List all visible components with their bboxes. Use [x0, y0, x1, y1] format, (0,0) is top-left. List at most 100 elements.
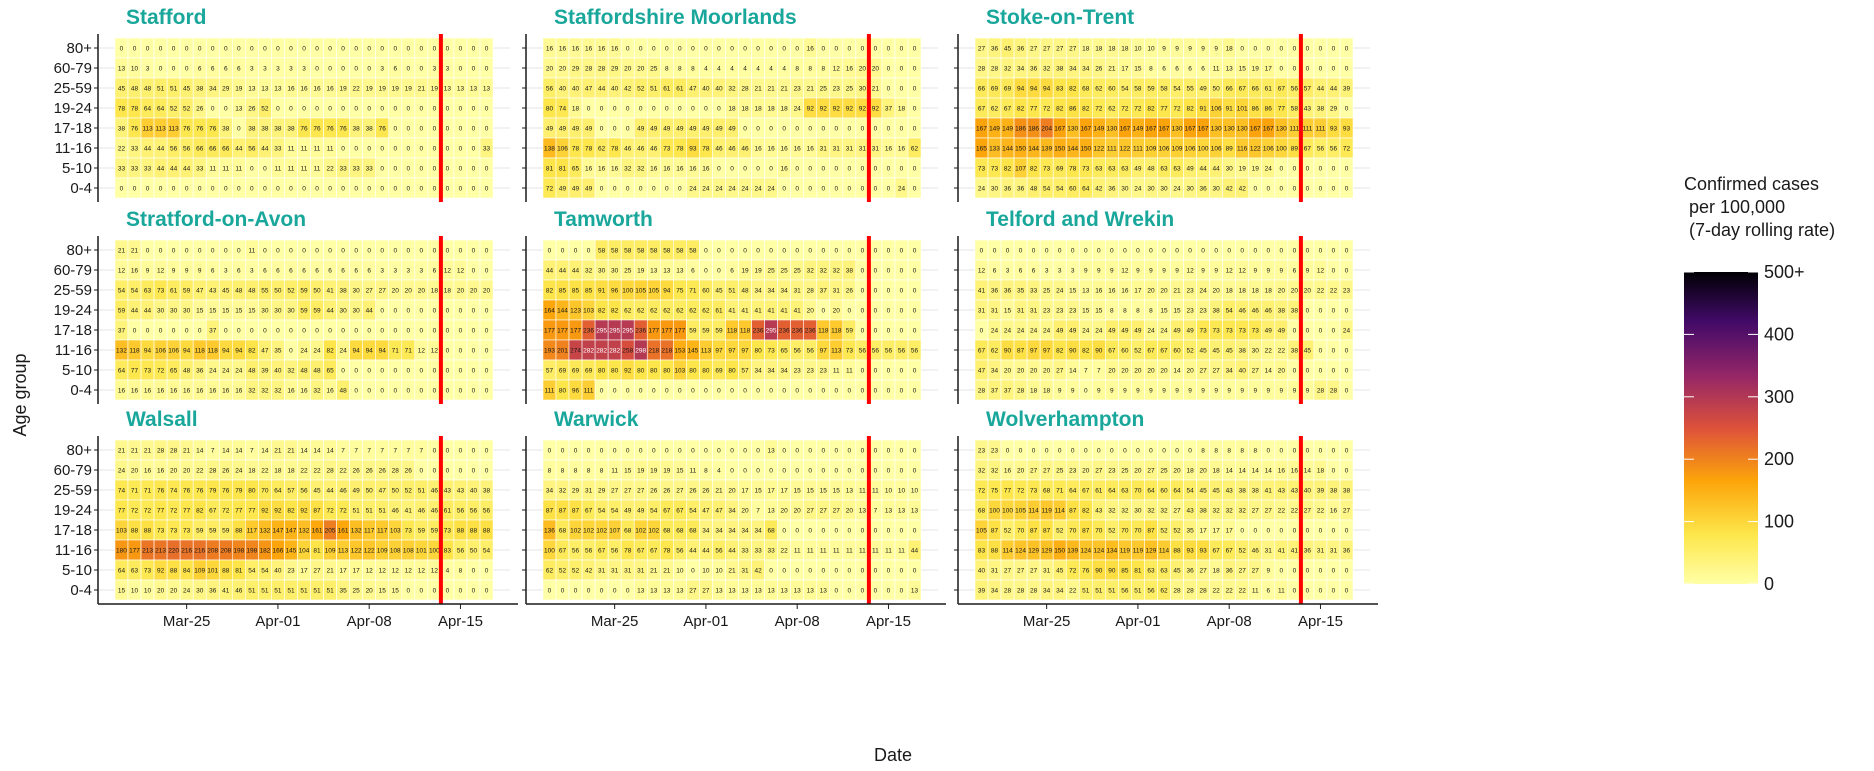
- cell-label: 8: [574, 467, 578, 474]
- cell-label: 46: [431, 487, 439, 494]
- cell-label: 0: [769, 247, 773, 254]
- cell-label: 9: [1110, 267, 1114, 274]
- cell-label: 80: [754, 347, 762, 354]
- cell-label: 82: [611, 307, 619, 314]
- cell-label: 21: [287, 447, 295, 454]
- cell-label: 66: [1252, 85, 1260, 92]
- y-tick-label: 80+: [67, 40, 93, 57]
- cell-label: 0: [900, 247, 904, 254]
- cell-label: 0: [485, 367, 489, 374]
- cell-label: 34: [1082, 65, 1090, 72]
- cell-label: 88: [470, 527, 478, 534]
- cell-label: 69: [572, 367, 580, 374]
- cell-label: 0: [1227, 247, 1231, 254]
- cell-label: 0: [574, 587, 578, 594]
- cell-label: 27: [1043, 45, 1051, 52]
- cell-label: 80: [689, 367, 697, 374]
- cell-label: 78: [585, 145, 593, 152]
- cell-label: 205: [325, 527, 336, 534]
- cell-label: 0: [848, 387, 852, 394]
- cell-label: 30: [859, 85, 867, 92]
- cell-label: 67: [637, 547, 645, 554]
- cell-label: 15: [754, 487, 762, 494]
- cell-label: 24: [898, 185, 906, 192]
- cell-label: 27: [637, 487, 645, 494]
- cell-label: 77: [183, 507, 191, 514]
- cell-label: 45: [1056, 567, 1064, 574]
- cell-label: 0: [913, 307, 917, 314]
- cell-label: 0: [626, 185, 630, 192]
- cell-label: 32: [1121, 507, 1129, 514]
- cell-label: 20: [1147, 367, 1155, 374]
- cell-label: 0: [224, 327, 228, 334]
- cell-label: 0: [756, 45, 760, 52]
- cell-label: 25: [794, 267, 802, 274]
- cell-label: 78: [702, 145, 710, 152]
- cell-label: 23: [1343, 287, 1351, 294]
- cell-label: 87: [559, 507, 567, 514]
- cell-label: 65: [572, 165, 580, 172]
- cell-label: 59: [1147, 85, 1155, 92]
- cell-label: 19: [366, 85, 374, 92]
- cell-label: 0: [913, 247, 917, 254]
- cell-label: 77: [157, 507, 165, 514]
- cell-label: 18: [1030, 387, 1038, 394]
- cell-label: 22: [261, 467, 269, 474]
- cell-label: 56: [483, 507, 491, 514]
- cell-label: 13: [470, 85, 478, 92]
- cell-label: 0: [808, 467, 812, 474]
- cell-label: 75: [991, 487, 999, 494]
- cell-label: 7: [406, 447, 410, 454]
- marker-line: [866, 436, 871, 604]
- cell-label: 0: [1293, 45, 1297, 52]
- cell-label: 0: [1032, 447, 1036, 454]
- cell-label: 59: [702, 327, 710, 334]
- cell-label: 0: [834, 247, 838, 254]
- cell-label: 72: [1343, 145, 1351, 152]
- cell-label: 10: [144, 587, 152, 594]
- cell-label: 0: [1084, 447, 1088, 454]
- cell-label: 23: [978, 447, 986, 454]
- cell-label: 150: [1054, 145, 1065, 152]
- cell-label: 38: [1317, 105, 1325, 112]
- cell-label: 167: [1054, 125, 1065, 132]
- cell-label: 63: [131, 567, 139, 574]
- cell-label: 11: [327, 145, 334, 152]
- cell-label: 0: [1097, 447, 1101, 454]
- cell-label: 30: [339, 307, 347, 314]
- cell-label: 0: [406, 105, 410, 112]
- cell-label: 93: [1186, 547, 1194, 554]
- cell-label: 9: [1136, 267, 1140, 274]
- cell-label: 101: [1237, 105, 1248, 112]
- cell-label: 0: [900, 327, 904, 334]
- cell-label: 26: [702, 487, 710, 494]
- cell-label: 16: [144, 387, 152, 394]
- cell-label: 7: [341, 447, 345, 454]
- cell-label: 0: [1306, 587, 1310, 594]
- cell-label: 0: [1345, 587, 1349, 594]
- cell-label: 27: [1095, 467, 1103, 474]
- cell-label: 130: [1224, 125, 1235, 132]
- cell-label: 0: [1280, 65, 1284, 72]
- cell-label: 24: [118, 467, 126, 474]
- cell-label: 6: [198, 65, 202, 72]
- cell-label: 9: [1227, 387, 1231, 394]
- cell-label: 43: [1304, 105, 1312, 112]
- cell-label: 0: [913, 567, 917, 574]
- cell-label: 16: [183, 387, 191, 394]
- cell-label: 0: [1149, 447, 1153, 454]
- cell-label: 282: [583, 347, 594, 354]
- cell-label: 49: [676, 125, 684, 132]
- cell-label: 94: [1043, 85, 1051, 92]
- cell-label: 36: [991, 45, 999, 52]
- cell-label: 100: [1002, 507, 1013, 514]
- cell-label: 27: [1252, 367, 1260, 374]
- cell-label: 76: [222, 487, 230, 494]
- cell-label: 0: [626, 45, 630, 52]
- cell-label: 44: [131, 307, 139, 314]
- cell-label: 24: [689, 185, 697, 192]
- cell-label: 0: [1345, 165, 1349, 172]
- cell-label: 56: [1147, 587, 1155, 594]
- cell-label: 22: [1317, 287, 1325, 294]
- cell-label: 36: [209, 587, 217, 594]
